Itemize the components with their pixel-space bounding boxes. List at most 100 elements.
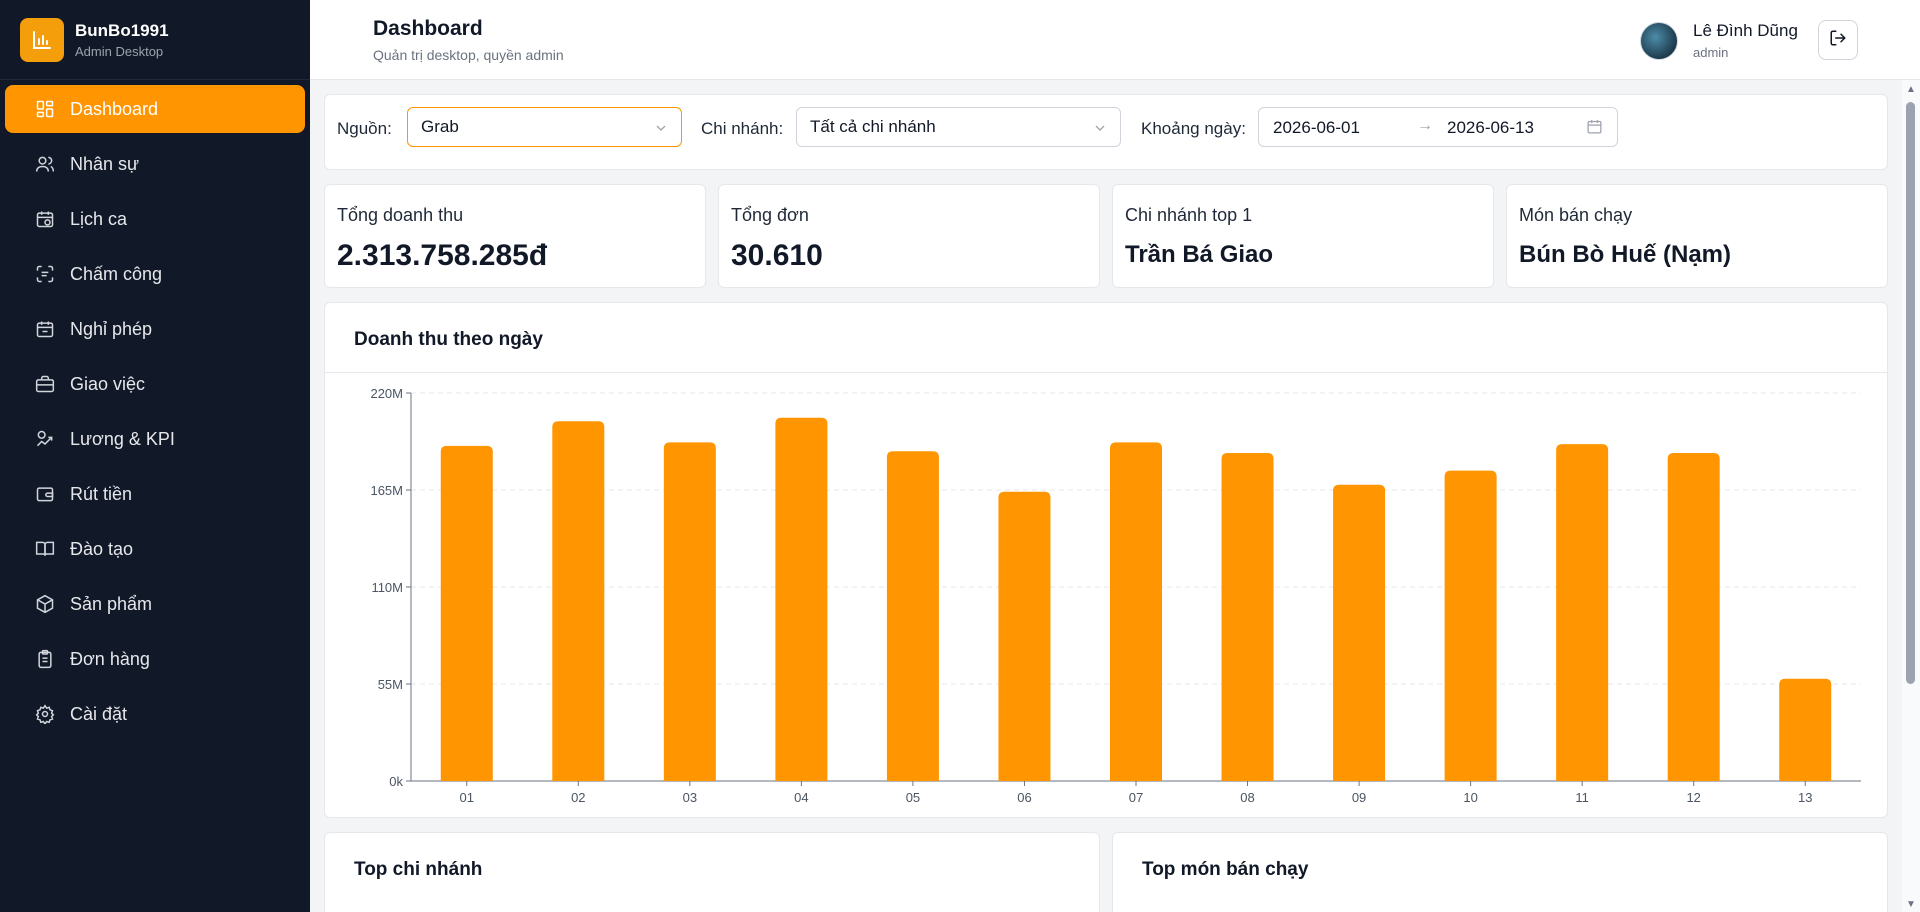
sidebar-item-rut-tien[interactable]: Rút tiền	[5, 470, 305, 518]
x-tick-label: 06	[1017, 790, 1031, 805]
bar	[775, 417, 828, 781]
source-label: Nguồn:	[337, 119, 392, 138]
bar	[440, 445, 493, 781]
box-icon	[34, 593, 56, 615]
sidebar-item-san-pham[interactable]: Sản phẩm	[5, 580, 305, 628]
stat-label: Tổng đơn	[731, 205, 809, 225]
branch-label: Chi nhánh:	[701, 119, 784, 138]
y-tick-label: 0k	[389, 774, 403, 789]
sidebar-item-label: Giao việc	[70, 373, 146, 394]
sidebar-item-label: Đơn hàng	[70, 648, 150, 669]
date-from-input[interactable]: 2026-06-01	[1273, 118, 1360, 137]
sidebar-item-label: Chấm công	[70, 263, 163, 284]
top-products-card: Top món bán chạy	[1112, 832, 1888, 912]
top-branches-title: Top chi nhánh	[354, 859, 483, 880]
stat-card-orders: Tổng đơn 30.610	[718, 184, 1100, 288]
bar	[1779, 678, 1832, 781]
sidebar-item-luong-kpi[interactable]: Lương & KPI	[5, 415, 305, 463]
branch-select[interactable]: Tất cả chi nhánh	[796, 107, 1121, 147]
sidebar-item-don-hang[interactable]: Đơn hàng	[5, 635, 305, 683]
scrollbar-thumb[interactable]	[1906, 102, 1915, 684]
bar	[886, 451, 939, 781]
stat-card-top-branch: Chi nhánh top 1 Trần Bá Giao	[1112, 184, 1494, 288]
x-tick-label: 02	[571, 790, 585, 805]
date-range-picker[interactable]: 2026-06-01 → 2026-06-13	[1258, 107, 1618, 147]
calendar-leave-icon	[34, 318, 56, 340]
stat-label: Chi nhánh top 1	[1125, 205, 1253, 225]
brand: BunBo1991 Admin Desktop	[0, 0, 310, 80]
page-scrollbar[interactable]: ▲ ▼	[1902, 80, 1920, 912]
y-tick-label: 55M	[378, 677, 403, 692]
date-range-label: Khoảng ngày:	[1141, 119, 1246, 138]
source-select-value: Grab	[421, 117, 459, 136]
y-tick-label: 220M	[370, 386, 403, 401]
brand-subtitle: Admin Desktop	[75, 43, 164, 59]
page-subtitle: Quản trị desktop, quyền admin	[373, 47, 564, 63]
bar	[1444, 470, 1497, 781]
logout-icon	[1829, 29, 1847, 52]
arrow-right-icon: →	[1417, 117, 1433, 134]
x-tick-label: 12	[1686, 790, 1700, 805]
sidebar-item-dashboard[interactable]: Dashboard	[5, 85, 305, 133]
top-branches-card: Top chi nhánh	[324, 832, 1100, 912]
sidebar-item-lich-ca[interactable]: Lịch ca	[5, 195, 305, 243]
sidebar-nav: Dashboard Nhân sự Lịch ca Chấm công Nghỉ…	[0, 80, 310, 738]
stat-card-best-seller: Món bán chạy Bún Bò Huế (Nạm)	[1506, 184, 1888, 288]
briefcase-icon	[34, 373, 56, 395]
y-tick-label: 165M	[370, 483, 403, 498]
sidebar-item-cham-cong[interactable]: Chấm công	[5, 250, 305, 298]
logout-button[interactable]	[1818, 20, 1858, 60]
x-tick-label: 08	[1240, 790, 1254, 805]
book-icon	[34, 538, 56, 560]
stat-value: 2.313.758.285đ	[337, 239, 548, 272]
sidebar-item-label: Rút tiền	[70, 483, 133, 504]
stat-value: Bún Bò Huế (Nạm)	[1519, 241, 1731, 268]
face-scan-icon	[34, 263, 56, 285]
sidebar: BunBo1991 Admin Desktop Dashboard Nhân s…	[0, 0, 310, 912]
calendar-clock-icon	[34, 208, 56, 230]
bar	[1667, 452, 1720, 781]
branch-select-value: Tất cả chi nhánh	[810, 117, 936, 136]
user-name: Lê Đình Dũng	[1693, 21, 1798, 40]
chart-divider	[325, 372, 1887, 373]
x-tick-label: 11	[1575, 790, 1589, 805]
stat-value: Trần Bá Giao	[1125, 241, 1274, 268]
sidebar-item-nhan-su[interactable]: Nhân sự	[5, 140, 305, 188]
brand-name: BunBo1991	[75, 20, 169, 40]
x-tick-label: 03	[683, 790, 697, 805]
sidebar-item-label: Cài đặt	[70, 703, 128, 724]
sidebar-item-cai-dat[interactable]: Cài đặt	[5, 690, 305, 738]
wallet-icon	[34, 483, 56, 505]
scroll-up-arrow-icon[interactable]: ▲	[1906, 84, 1916, 95]
avatar[interactable]	[1640, 22, 1678, 60]
sidebar-item-label: Lương & KPI	[70, 428, 175, 449]
bar	[1333, 484, 1386, 781]
stat-label: Món bán chạy	[1519, 205, 1633, 225]
sidebar-item-dao-tao[interactable]: Đào tạo	[5, 525, 305, 573]
dashboard-icon	[34, 98, 56, 120]
source-select[interactable]: Grab	[407, 107, 682, 147]
x-tick-label: 10	[1463, 790, 1477, 805]
x-tick-label: 04	[794, 790, 808, 805]
filter-bar: Nguồn: Grab Chi nhánh: Tất cả chi nhánh …	[324, 94, 1888, 170]
chart-title: Doanh thu theo ngày	[354, 329, 543, 350]
bar-chart-logo-icon	[20, 17, 64, 62]
x-tick-label: 07	[1129, 790, 1143, 805]
stat-card-revenue: Tổng doanh thu 2.313.758.285đ	[324, 184, 706, 288]
bar	[1221, 452, 1274, 781]
sidebar-item-giao-viec[interactable]: Giao việc	[5, 360, 305, 408]
chevron-down-icon	[1092, 120, 1108, 141]
sidebar-item-nghi-phep[interactable]: Nghỉ phép	[5, 305, 305, 353]
stat-label: Tổng doanh thu	[337, 205, 464, 225]
sidebar-item-label: Lịch ca	[70, 208, 128, 229]
scroll-down-arrow-icon[interactable]: ▼	[1906, 899, 1916, 910]
gear-icon	[34, 703, 56, 725]
top-products-title: Top món bán chạy	[1142, 859, 1309, 880]
bar	[1110, 442, 1162, 781]
date-to-input[interactable]: 2026-06-13	[1447, 118, 1534, 137]
sidebar-item-label: Nghỉ phép	[70, 318, 153, 339]
bar	[663, 442, 716, 781]
page-title: Dashboard	[373, 17, 483, 40]
stat-value: 30.610	[731, 239, 823, 272]
bar	[1556, 444, 1609, 781]
